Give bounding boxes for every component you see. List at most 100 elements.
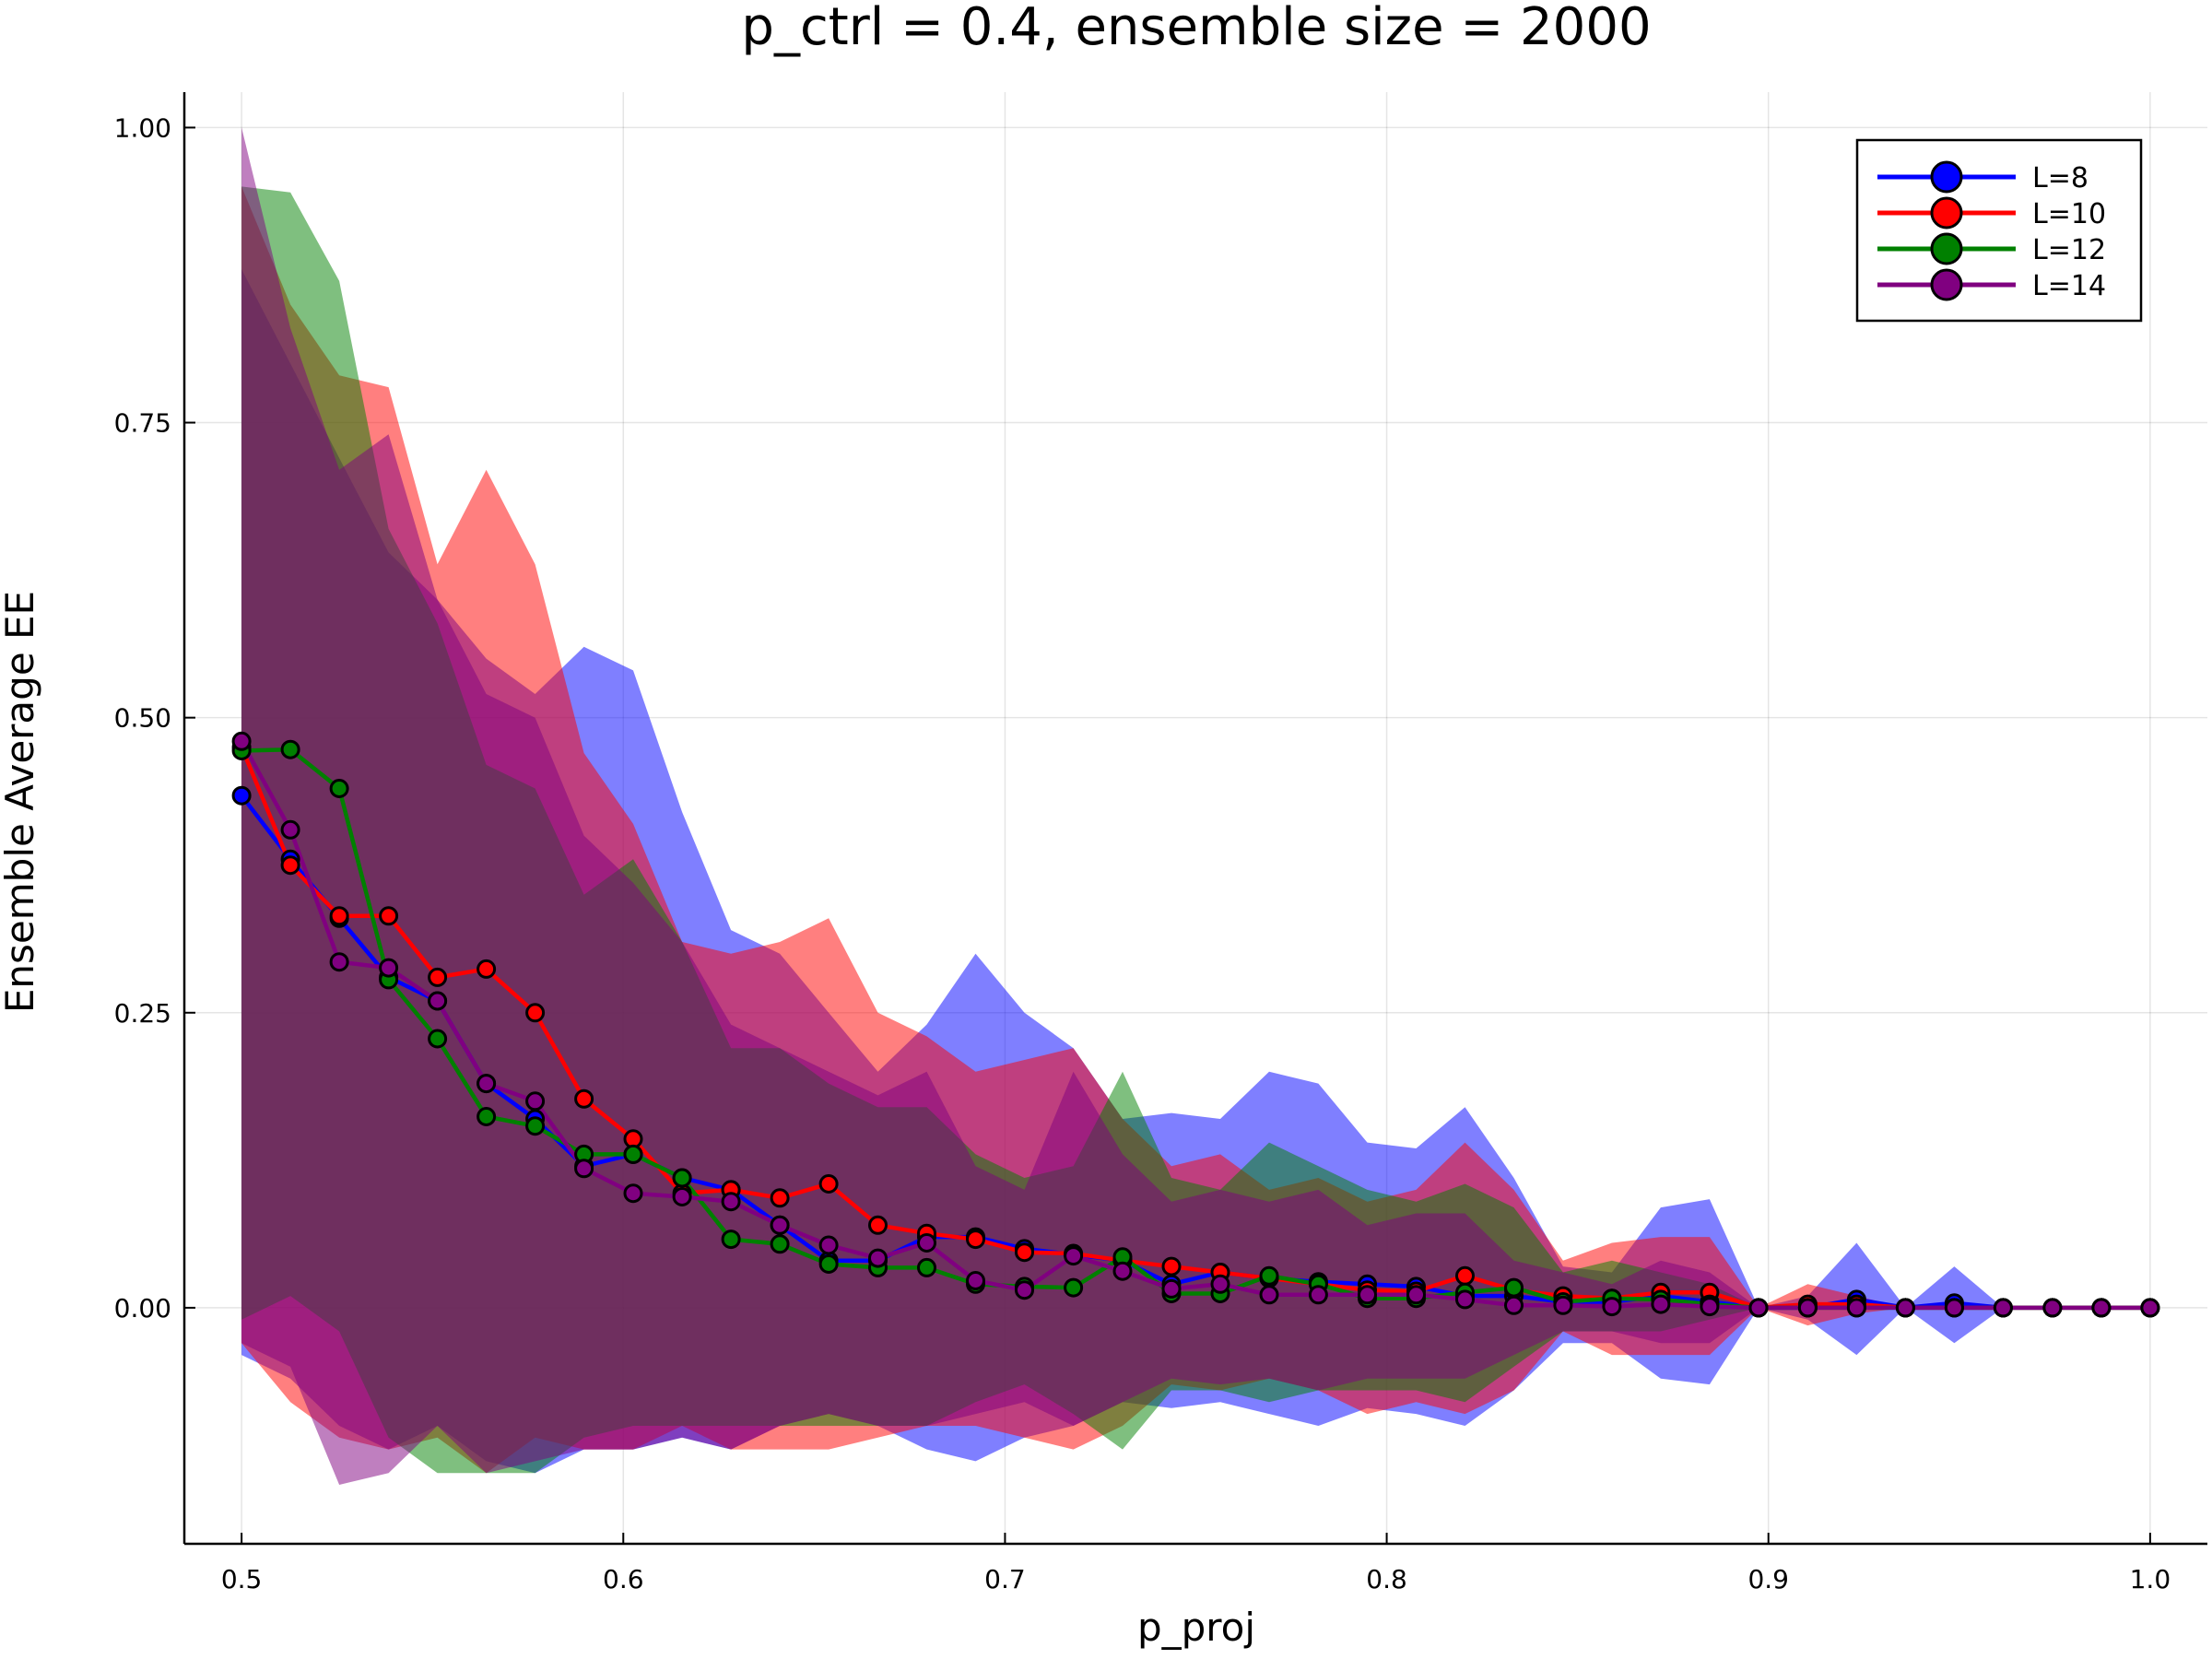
point-L=14-24 [1406,1285,1426,1305]
legend-label-L=8: L=8 [2032,162,2088,194]
point-L=14-30 [1700,1297,1720,1317]
point-L=12-8 [623,1144,643,1164]
point-L=14-17 [1064,1246,1084,1266]
line-L=10 [240,746,2150,1311]
legend-label-L=12: L=12 [2032,234,2106,266]
point-L=14-11 [770,1215,790,1235]
point-L=14-25 [1455,1289,1475,1310]
point-L=12-11 [770,1234,790,1254]
point-L=12-26 [1504,1277,1524,1298]
point-L=14-6 [525,1091,546,1112]
point-L=14-5 [477,1074,497,1094]
y-tick-label-4: 1.00 [114,112,171,143]
legend: L=8 L=10 L=12 L=14 [1855,138,2143,323]
point-L=14-19 [1161,1278,1182,1299]
x-tick-label-4: 0.9 [1747,1564,1789,1594]
point-L=14-0 [231,731,252,751]
point-L=14-26 [1504,1295,1524,1315]
point-L=14-27 [1553,1295,1573,1315]
point-L=14-38 [2091,1298,2112,1318]
point-L=10-13 [868,1215,888,1235]
point-L=14-15 [966,1271,985,1290]
point-L=14-9 [672,1187,692,1206]
point-L=10-5 [477,959,497,979]
point-L=14-3 [379,958,399,978]
point-L=14-22 [1308,1285,1328,1305]
x-tick-label-2: 0.7 [984,1564,1026,1594]
x-tick-label-5: 1.0 [2130,1564,2171,1594]
confidence-bands [241,127,2150,1485]
point-L=14-20 [1210,1274,1230,1294]
point-L=14-14 [917,1233,936,1253]
legend-marker-L=8 [1930,160,1963,194]
axes [182,92,2207,1546]
legend-marker-L=14 [1930,268,1963,301]
point-L=14-21 [1259,1285,1279,1305]
point-L=12-5 [477,1107,497,1126]
point-L=14-7 [574,1159,594,1179]
point-L=14-16 [1015,1280,1034,1300]
y-tick-label-3: 0.75 [114,408,171,439]
y-tick-label-1: 0.25 [114,998,171,1029]
point-L=12-10 [721,1230,741,1250]
point-L=14-23 [1358,1285,1377,1305]
point-L=14-34 [1895,1298,1915,1318]
point-L=14-12 [818,1235,839,1255]
legend-label-L=14: L=14 [2032,270,2106,302]
point-L=10-1 [280,855,300,876]
point-L=12-6 [525,1116,546,1136]
point-L=14-31 [1748,1298,1769,1318]
point-L=14-29 [1651,1294,1671,1314]
series-markers [231,731,2160,1318]
point-L=14-10 [721,1192,741,1212]
point-L=14-13 [868,1248,888,1268]
point-L=12-2 [329,779,349,798]
point-L=14-37 [2042,1298,2063,1318]
x-tick-label-1: 0.6 [603,1564,644,1594]
x-axis-title: p_proj [1137,1605,1255,1650]
point-L=12-12 [818,1254,839,1274]
y-axis-title: Ensemble Average EE [0,591,42,1013]
y-axis-ticks: 0.00 0.25 0.50 0.75 1.00 [114,112,195,1324]
series-lines [240,740,2150,1311]
point-L=10-25 [1455,1265,1475,1286]
legend-marker-L=12 [1930,232,1963,265]
legend-label-L=10: L=10 [2032,198,2106,230]
point-L=14-28 [1602,1297,1622,1317]
point-L=10-15 [966,1230,985,1250]
band-L=14 [241,127,2150,1485]
point-L=12-1 [280,739,300,759]
chart-title: p_ctrl = 0.4, ensemble size = 2000 [741,0,1651,57]
legend-box [1855,138,2143,323]
point-L=12-17 [1064,1277,1084,1298]
x-tick-label-3: 0.8 [1366,1564,1407,1594]
point-L=10-2 [329,906,349,926]
point-L=10-19 [1161,1256,1182,1277]
point-L=12-21 [1259,1265,1279,1286]
y-tick-label-0: 0.00 [114,1293,171,1324]
point-L=14-4 [428,991,448,1011]
point-L=14-35 [1944,1298,1964,1318]
point-L=10-4 [428,967,448,987]
point-L=12-14 [917,1257,936,1277]
line-L=14 [240,740,2150,1311]
point-L=12-9 [672,1168,692,1188]
point-L=12-4 [428,1029,448,1049]
point-L=14-36 [1993,1298,2013,1318]
point-L=10-6 [525,1003,546,1023]
point-L=8-0 [231,785,252,806]
point-L=10-12 [818,1174,839,1194]
x-axis-ticks: 0.5 0.6 0.7 0.8 0.9 1.0 [221,1533,2171,1594]
y-tick-label-2: 0.50 [114,703,171,734]
legend-marker-L=10 [1930,196,1963,229]
point-L=10-3 [379,906,399,926]
point-L=10-16 [1015,1242,1034,1263]
point-L=10-7 [574,1088,594,1109]
point-L=14-1 [280,819,300,840]
point-L=14-39 [2140,1298,2160,1318]
point-L=14-18 [1112,1261,1133,1281]
x-tick-label-0: 0.5 [221,1564,263,1594]
point-L=14-2 [329,952,349,972]
point-L=10-11 [770,1188,790,1208]
